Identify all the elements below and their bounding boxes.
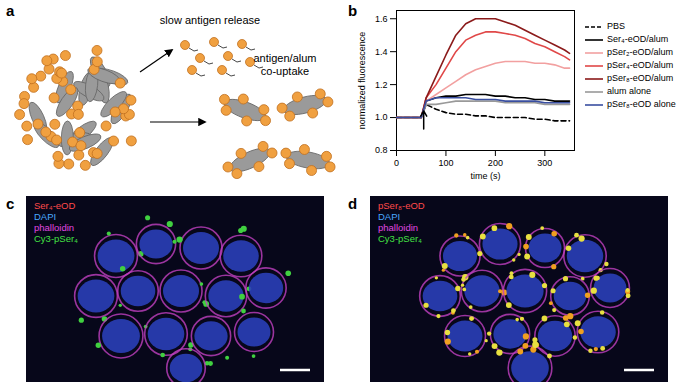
- svg-text:0.8: 0.8: [375, 145, 388, 155]
- svg-text:DAPI: DAPI: [378, 211, 400, 222]
- svg-text:0: 0: [394, 158, 399, 168]
- svg-text:slow antigen release: slow antigen release: [160, 14, 260, 26]
- svg-text:pSer₈-eOD: pSer₈-eOD: [378, 200, 425, 211]
- svg-text:1.2: 1.2: [375, 79, 388, 89]
- svg-text:time (s): time (s): [471, 171, 501, 181]
- html-text:pSer₄-eOD/alum: pSer₄-eOD/alum: [607, 60, 674, 70]
- html-text:PBS: PBS: [607, 21, 625, 31]
- svg-text:1.6: 1.6: [375, 14, 388, 24]
- svg-text:DAPI: DAPI: [34, 211, 56, 222]
- html-text:Ser₄-eOD/alum: Ser₄-eOD/alum: [607, 34, 669, 44]
- svg-text:1.0: 1.0: [375, 112, 388, 122]
- html-text:a: a: [6, 2, 15, 19]
- html-text:b: b: [348, 2, 358, 19]
- svg-text:100: 100: [438, 158, 453, 168]
- svg-text:Cy3-pSer₄: Cy3-pSer₄: [34, 233, 78, 244]
- html-text:pSer₈-eOD/alum: pSer₈-eOD/alum: [607, 73, 674, 83]
- html-text:c: c: [6, 195, 15, 212]
- svg-text:normalized fluorescence: normalized fluorescence: [357, 32, 367, 130]
- svg-text:Cy3-pSer₄: Cy3-pSer₄: [378, 233, 422, 244]
- svg-text:phalloidin: phalloidin: [378, 222, 418, 233]
- html-text:pSer₈-eOD alone: pSer₈-eOD alone: [607, 99, 676, 109]
- html-text:d: d: [348, 195, 358, 212]
- svg-text:co-uptake: co-uptake: [261, 65, 309, 77]
- svg-text:200: 200: [488, 158, 503, 168]
- svg-text:Ser₄-eOD: Ser₄-eOD: [34, 200, 75, 211]
- svg-text:300: 300: [537, 158, 552, 168]
- html-text:alum alone: alum alone: [607, 86, 651, 96]
- html-text:pSer₂-eOD/alum: pSer₂-eOD/alum: [607, 47, 673, 57]
- svg-text:1.4: 1.4: [375, 47, 388, 57]
- svg-text:antigen/alum: antigen/alum: [254, 52, 317, 64]
- svg-text:phalloidin: phalloidin: [34, 222, 74, 233]
